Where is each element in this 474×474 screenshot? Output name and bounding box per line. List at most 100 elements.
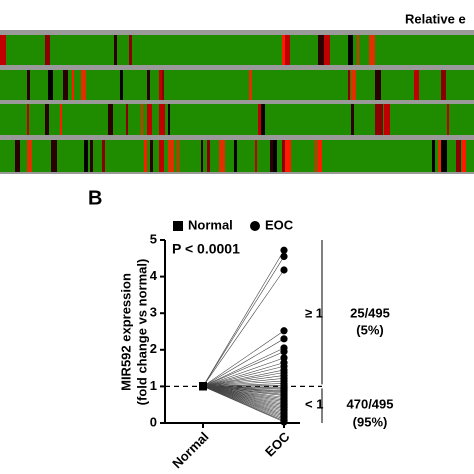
y-tick-label: 2 — [150, 341, 157, 356]
heatmap-cell — [348, 35, 353, 65]
pair-line — [202, 362, 285, 387]
heatmap-cell — [369, 35, 375, 65]
heatmap-cell — [51, 140, 57, 172]
pair-line — [202, 330, 285, 387]
heatmap-cell — [90, 140, 93, 172]
heatmap-cell — [81, 70, 86, 100]
pair-line — [202, 250, 285, 387]
point — [280, 327, 288, 335]
heatmap-cell — [108, 104, 113, 135]
heatmap-cell — [270, 140, 274, 172]
point — [280, 418, 288, 426]
pair-line — [202, 369, 285, 387]
heatmap-cell — [201, 140, 203, 172]
heatmap-cell — [375, 104, 379, 135]
heatmap-cell — [45, 104, 49, 135]
heatmap-cell — [351, 70, 356, 100]
annotation: ≥ 1 — [305, 305, 323, 320]
heatmap-cell — [63, 70, 68, 100]
heatmap-cell — [168, 104, 170, 135]
heatmap-cell — [414, 70, 419, 100]
pair-line — [202, 383, 285, 387]
heatmap-cell — [0, 35, 6, 65]
heatmap-cell — [129, 35, 132, 65]
heatmap-cell — [318, 35, 324, 65]
x-tick-label: Normal — [169, 429, 211, 471]
heatmap-cell — [432, 140, 435, 172]
legend-marker — [250, 221, 260, 231]
heatmap-cell — [282, 140, 287, 172]
x-tick-label: EOC — [262, 429, 293, 460]
heatmap-cell — [159, 104, 165, 135]
heatmap-cell — [441, 140, 447, 172]
heatmap-cell — [141, 104, 143, 135]
pair-line — [202, 386, 285, 423]
heatmap-cell — [72, 70, 74, 100]
annotation: < 1 — [305, 396, 323, 411]
header: Relative e — [405, 11, 466, 26]
heatmap-cell — [261, 104, 265, 135]
legend-marker — [173, 221, 183, 231]
heatmap-cell — [60, 104, 62, 135]
heatmap-cell — [27, 104, 29, 135]
heatmap-cell — [27, 140, 32, 172]
point — [280, 335, 288, 343]
heatmap-cell — [48, 70, 53, 100]
pair-line — [202, 375, 285, 387]
point — [280, 246, 288, 254]
heatmap-cell — [234, 140, 237, 172]
pair-line — [202, 365, 285, 387]
y-tick-label: 0 — [150, 414, 157, 429]
heatmap-strip — [0, 35, 474, 65]
heatmap-cell — [147, 104, 152, 135]
p-value: P < 0.0001 — [172, 241, 240, 257]
annotation: 470/495 — [347, 396, 394, 411]
heatmap-cell — [15, 140, 20, 172]
y-tick-label: 3 — [150, 305, 157, 320]
heatmap-cell — [219, 140, 225, 172]
heatmap-cell — [447, 104, 449, 135]
pair-line — [202, 338, 285, 387]
y-tick-label: 4 — [150, 268, 158, 283]
heatmap-cell — [285, 35, 290, 65]
legend-label: EOC — [265, 217, 294, 232]
heatmap-cell — [462, 140, 466, 172]
legend-label: Normal — [188, 217, 233, 232]
pair-line — [202, 380, 285, 387]
heatmap-cell — [102, 140, 105, 172]
heatmap-cell — [177, 140, 179, 172]
heatmap-cell — [282, 35, 285, 65]
heatmap-cell — [207, 140, 210, 172]
heatmap-cell — [351, 104, 354, 135]
pair-line — [202, 269, 285, 387]
panel-label: B — [88, 187, 102, 209]
pair-line — [202, 351, 285, 387]
heatmap-cell — [348, 70, 350, 100]
point — [280, 348, 288, 356]
heatmap-cell — [273, 140, 277, 172]
heatmap-cell — [324, 35, 330, 65]
pair-line — [202, 378, 285, 387]
point — [280, 252, 288, 261]
pair-line — [202, 347, 285, 387]
heatmap-cell — [150, 140, 153, 172]
heatmap-cell — [45, 35, 50, 65]
heatmap-strip — [0, 70, 474, 100]
heatmap-cell — [249, 70, 252, 100]
heatmap-cell — [84, 140, 88, 172]
heatmap-cell — [438, 140, 442, 172]
heatmap-cell — [255, 140, 257, 172]
heatmap-cell — [27, 70, 30, 100]
heatmap-cell — [441, 70, 446, 100]
heatmap-cell — [147, 70, 150, 100]
heatmap-cell — [114, 35, 117, 65]
heatmap-cell — [162, 70, 164, 100]
heatmap-cell — [315, 140, 317, 172]
heatmap-cell — [144, 140, 147, 172]
pair-line — [202, 386, 285, 396]
heatmap — [0, 30, 474, 174]
heatmap-cell — [258, 104, 261, 135]
pair-line — [202, 385, 285, 387]
pair-line — [202, 256, 285, 387]
